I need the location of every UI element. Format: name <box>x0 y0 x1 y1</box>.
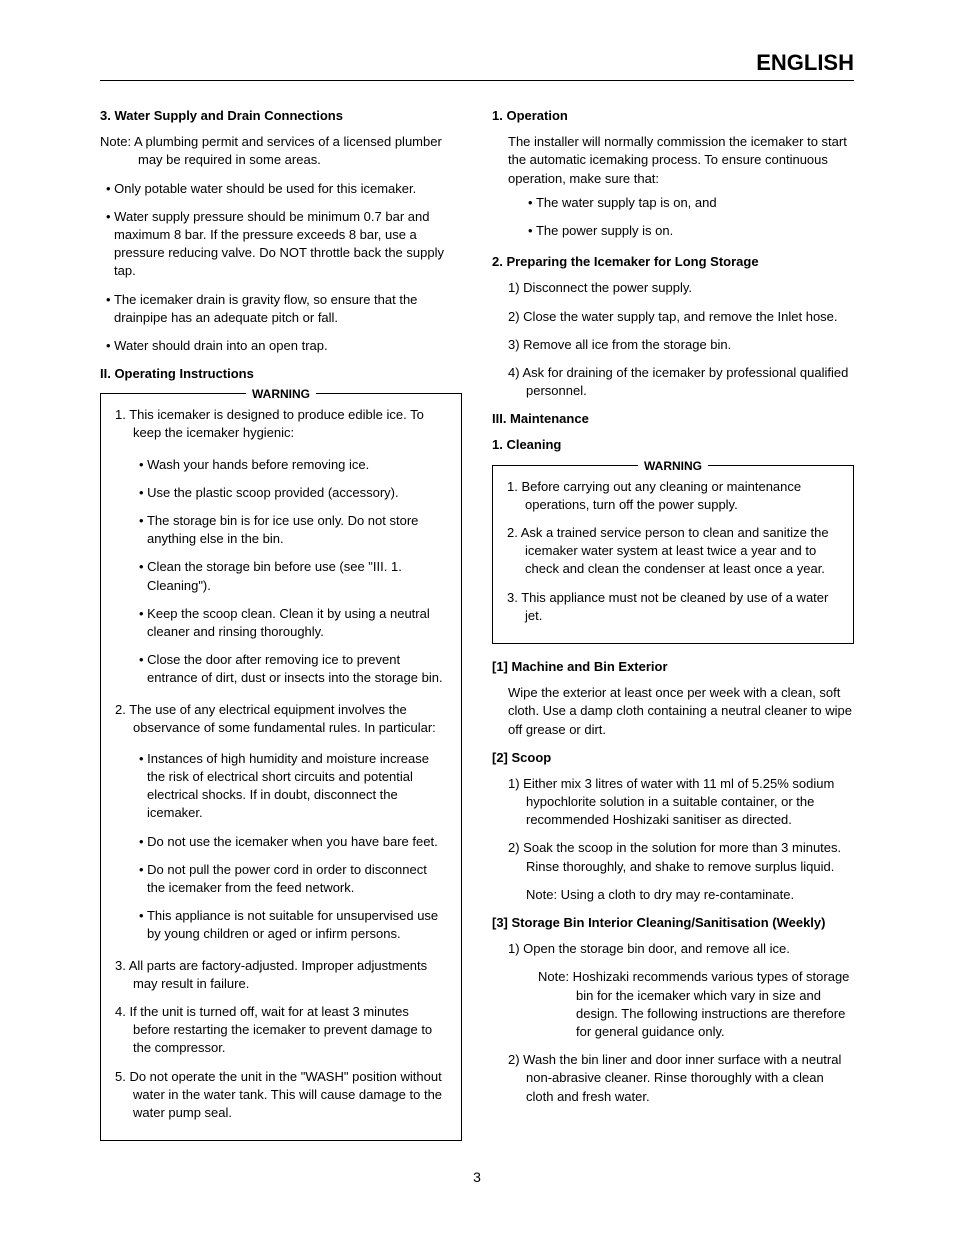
m2-note: Note: Using a cloth to dry may re-contam… <box>526 886 854 904</box>
warn-item-3: 3. All parts are factory-adjusted. Impro… <box>115 957 447 993</box>
operation-title: 1. Operation <box>492 107 854 125</box>
w1-b2: Use the plastic scoop provided (accessor… <box>133 484 447 502</box>
ls-2: 2) Close the water supply tap, and remov… <box>508 308 854 326</box>
ls-3: 3) Remove all ice from the storage bin. <box>508 336 854 354</box>
m2-list: 1) Either mix 3 litres of water with 11 … <box>508 775 854 904</box>
two-column-layout: 3. Water Supply and Drain Connections No… <box>100 99 854 1155</box>
w2-b1: Instances of high humidity and moisture … <box>133 750 447 823</box>
s3-bullet-1: Only potable water should be used for th… <box>100 180 462 198</box>
warning-label: WARNING <box>246 386 316 403</box>
w1-b1: Wash your hands before removing ice. <box>133 456 447 474</box>
section-3-bullets: Only potable water should be used for th… <box>100 180 462 356</box>
m2-title: [2] Scoop <box>492 749 854 767</box>
m1-text: Wipe the exterior at least once per week… <box>508 684 854 739</box>
cleaning-warning-box: WARNING 1. Before carrying out any clean… <box>492 465 854 644</box>
s3-bullet-2: Water supply pressure should be minimum … <box>100 208 462 281</box>
m3-title: [3] Storage Bin Interior Cleaning/Saniti… <box>492 914 854 932</box>
warning-label-2: WARNING <box>638 458 708 475</box>
page: ENGLISH 3. Water Supply and Drain Connec… <box>0 0 954 1215</box>
operating-warning-box: WARNING 1. This icemaker is designed to … <box>100 393 462 1141</box>
operation-text: The installer will normally commission t… <box>508 133 854 188</box>
m2-2: 2) Soak the scoop in the solution for mo… <box>508 839 854 875</box>
warn-2-bullets: Instances of high humidity and moisture … <box>133 750 447 944</box>
right-column: 1. Operation The installer will normally… <box>492 99 854 1155</box>
cw-2: 2. Ask a trained service person to clean… <box>507 524 839 579</box>
m3-1: 1) Open the storage bin door, and remove… <box>508 940 854 958</box>
cleaning-title: 1. Cleaning <box>492 436 854 454</box>
section-II-title: II. Operating Instructions <box>100 365 462 383</box>
left-column: 3. Water Supply and Drain Connections No… <box>100 99 462 1155</box>
w1-b5: Keep the scoop clean. Clean it by using … <box>133 605 447 641</box>
op-b1: The water supply tap is on, and <box>522 194 854 212</box>
s3-bullet-3: The icemaker drain is gravity flow, so e… <box>100 291 462 327</box>
section-3-note: Note: A plumbing permit and services of … <box>100 133 462 169</box>
w2-b2: Do not use the icemaker when you have ba… <box>133 833 447 851</box>
ls-1: 1) Disconnect the power supply. <box>508 279 854 297</box>
operation-bullets: The water supply tap is on, and The powe… <box>522 194 854 240</box>
cw-1: 1. Before carrying out any cleaning or m… <box>507 478 839 514</box>
cw-3: 3. This appliance must not be cleaned by… <box>507 589 839 625</box>
warn-1-bullets: Wash your hands before removing ice. Use… <box>133 456 447 688</box>
m3-note: Note: Hoshizaki recommends various types… <box>538 968 854 1041</box>
w1-b6: Close the door after removing ice to pre… <box>133 651 447 687</box>
warn-item-1: 1. This icemaker is designed to produce … <box>115 406 447 442</box>
section-3-title: 3. Water Supply and Drain Connections <box>100 107 462 125</box>
op-b2: The power supply is on. <box>522 222 854 240</box>
w2-b3: Do not pull the power cord in order to d… <box>133 861 447 897</box>
language-header: ENGLISH <box>100 50 854 81</box>
ls-4: 4) Ask for draining of the icemaker by p… <box>508 364 854 400</box>
m2-1: 1) Either mix 3 litres of water with 11 … <box>508 775 854 830</box>
w1-b4: Clean the storage bin before use (see "I… <box>133 558 447 594</box>
m3-list: 1) Open the storage bin door, and remove… <box>508 940 854 1106</box>
warn-item-2: 2. The use of any electrical equipment i… <box>115 701 447 737</box>
w1-b3: The storage bin is for ice use only. Do … <box>133 512 447 548</box>
section-III-title: III. Maintenance <box>492 410 854 428</box>
m3-2: 2) Wash the bin liner and door inner sur… <box>508 1051 854 1106</box>
long-storage-list: 1) Disconnect the power supply. 2) Close… <box>508 279 854 400</box>
page-number: 3 <box>100 1169 854 1185</box>
warn-item-5: 5. Do not operate the unit in the "WASH"… <box>115 1068 447 1123</box>
w2-b4: This appliance is not suitable for unsup… <box>133 907 447 943</box>
long-storage-title: 2. Preparing the Icemaker for Long Stora… <box>492 253 854 271</box>
warn-item-4: 4. If the unit is turned off, wait for a… <box>115 1003 447 1058</box>
s3-bullet-4: Water should drain into an open trap. <box>100 337 462 355</box>
m1-title: [1] Machine and Bin Exterior <box>492 658 854 676</box>
